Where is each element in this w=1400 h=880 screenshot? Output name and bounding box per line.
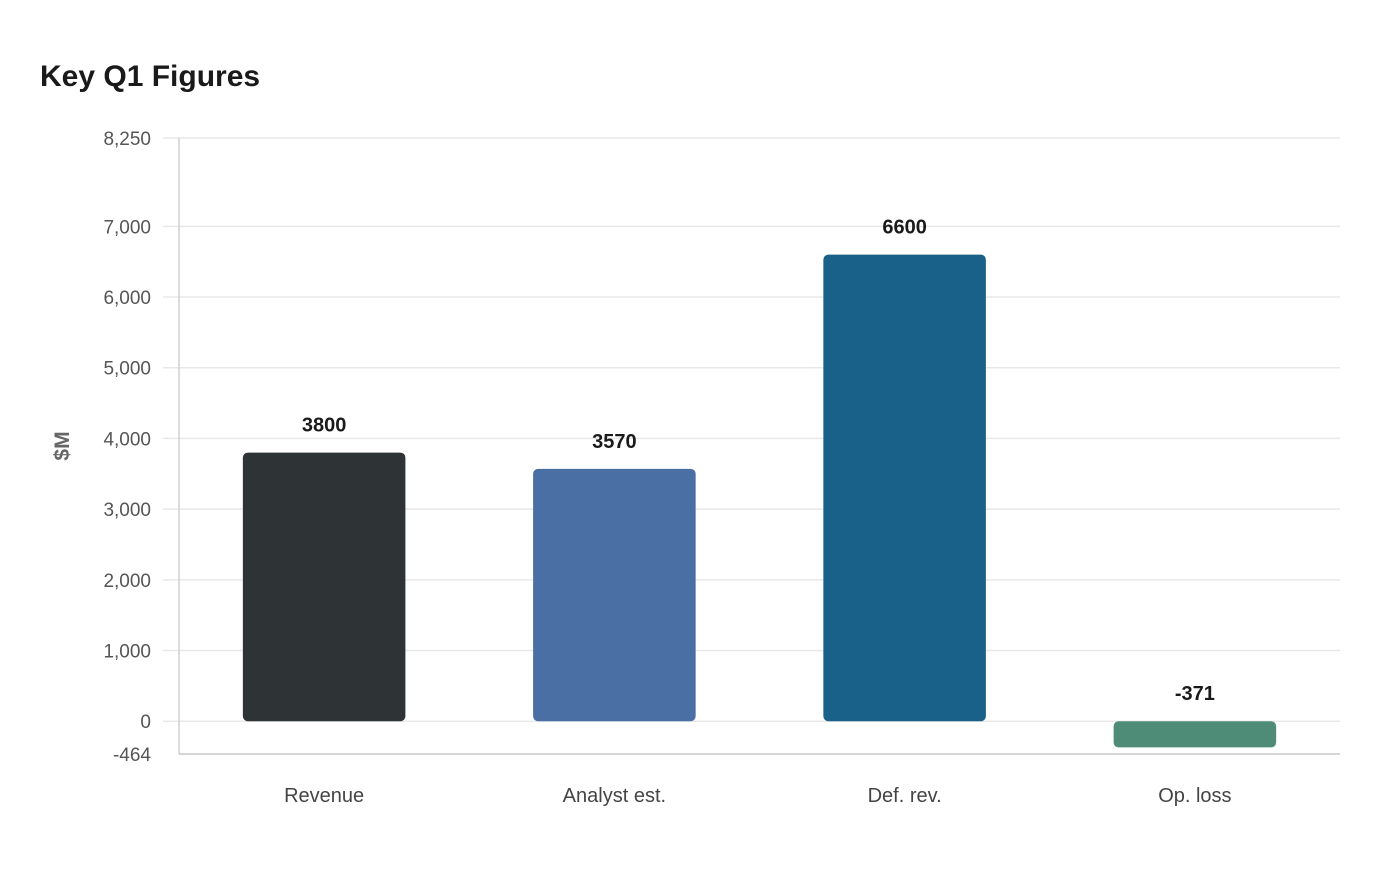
x-category-label: Op. loss xyxy=(1158,785,1231,807)
bar xyxy=(533,468,696,722)
y-tick-label: 0 xyxy=(140,712,151,733)
y-axis-title: $M xyxy=(51,431,74,460)
y-tick-label: 2,000 xyxy=(103,571,151,592)
chart-title: Key Q1 Figures xyxy=(40,60,261,93)
y-tick-label: 8,250 xyxy=(103,129,151,150)
labels: -464 0 1,000 2,000 3,000 4,000 5,000 6,000 7,000… xyxy=(103,129,1231,807)
axes xyxy=(178,138,1340,755)
y-tick-label: 7,000 xyxy=(103,217,151,238)
y-tick-label: 3,000 xyxy=(103,500,151,521)
bar-value-label: 3800 xyxy=(302,415,347,437)
x-category-label: Revenue xyxy=(284,785,364,807)
bar-value-label: -371 xyxy=(1175,683,1215,705)
y-tick-label: 6,000 xyxy=(103,288,151,309)
y-tick-label: 4,000 xyxy=(103,429,151,450)
x-category-label: Def. rev. xyxy=(868,785,942,807)
y-tick-label: -464 xyxy=(113,745,151,766)
bar xyxy=(242,452,406,722)
y-tick-label: 5,000 xyxy=(103,359,151,380)
bars xyxy=(242,254,1277,748)
bar-value-label: 6600 xyxy=(882,217,927,239)
bar xyxy=(823,254,986,722)
x-category-label: Analyst est. xyxy=(563,785,666,807)
bar xyxy=(1113,721,1277,748)
bar-value-label: 3570 xyxy=(592,431,637,453)
y-tick-label: 1,000 xyxy=(103,642,151,663)
